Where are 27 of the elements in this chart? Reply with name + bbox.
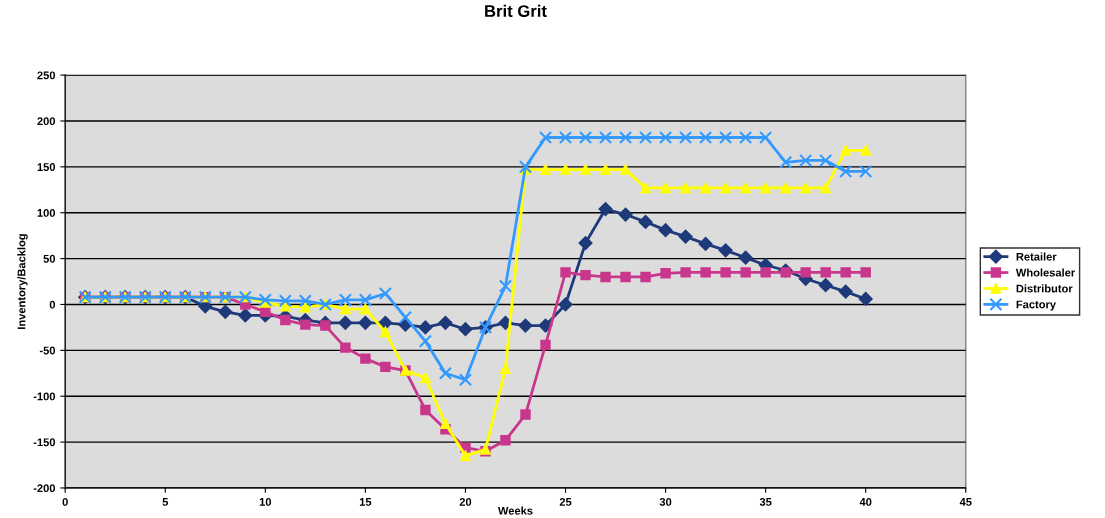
y-axis-title: Inventory/Backlog	[17, 234, 28, 329]
x-tick-label: 25	[559, 497, 572, 506]
y-tick-label: 200	[37, 117, 56, 126]
x-tick-label: 40	[859, 497, 872, 506]
y-tick-label: -50	[39, 346, 56, 355]
y-tick-label: 0	[49, 300, 56, 309]
chart-title: Brit Grit	[485, 4, 547, 17]
y-tick-label: -200	[33, 484, 56, 493]
x-tick-label: 5	[162, 498, 169, 506]
x-tick-label: 30	[659, 497, 672, 506]
x-tick-label: 35	[759, 497, 772, 506]
legend-label: Wholesaler	[1015, 268, 1075, 277]
legend-label: Factory	[1016, 300, 1056, 311]
x-tick-label: 15	[359, 498, 372, 506]
x-tick-label: 20	[459, 497, 472, 506]
legend-label: Distributor	[1016, 284, 1073, 293]
y-tick-label: -150	[33, 438, 56, 447]
y-tick-label: 150	[37, 163, 56, 171]
x-axis-title: Weeks	[497, 506, 533, 515]
x-tick-label: 10	[259, 497, 272, 506]
legend-label: Retailer	[1016, 252, 1057, 261]
y-tick-label: 100	[37, 208, 56, 217]
y-tick-label: 50	[43, 254, 56, 263]
x-tick-label: 0	[62, 497, 68, 506]
x-tick-label: 45	[959, 498, 972, 506]
y-tick-label: -100	[33, 392, 56, 401]
y-tick-label: 250	[37, 71, 56, 80]
